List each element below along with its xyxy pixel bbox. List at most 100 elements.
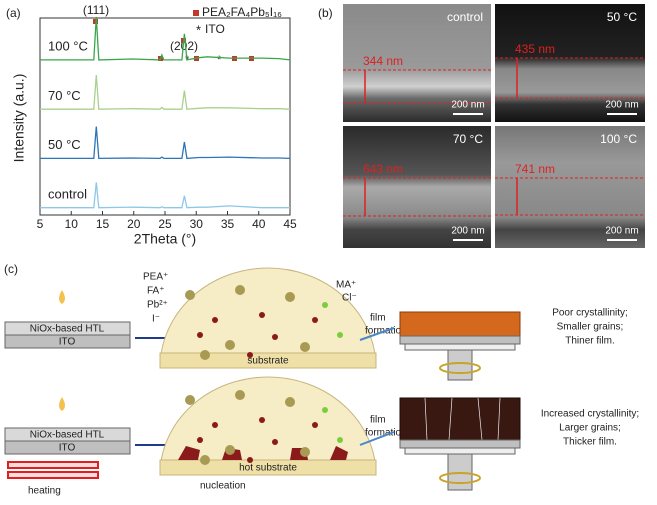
spin-plate: [404, 343, 516, 351]
particle: [185, 290, 195, 300]
particle: [225, 340, 235, 350]
ion-label: PEA⁺: [143, 272, 168, 283]
nucleation-label: nucleation: [200, 481, 246, 492]
xrd-trace: [40, 126, 291, 160]
particle: [300, 342, 310, 352]
result-text: Thicker film.: [563, 437, 617, 448]
particle: [300, 447, 310, 457]
particle: [247, 457, 253, 463]
film: [399, 311, 521, 337]
x-tick-label: 15: [96, 217, 110, 231]
nuclei: [178, 446, 348, 460]
x-tick-label: 35: [221, 217, 235, 231]
legend-label: ITO: [205, 22, 225, 36]
scale-label: 200 nm: [451, 226, 484, 237]
particle: [235, 285, 245, 295]
arrow: [359, 431, 395, 446]
htl-label: NiOx-based HTL: [30, 430, 105, 441]
ion-label: MA⁺: [336, 280, 356, 291]
series-label: control: [48, 186, 87, 201]
particle: [259, 312, 265, 318]
thickness-label: 435 nm: [515, 42, 555, 56]
particle: [197, 332, 203, 338]
ion-label: Pb²⁺: [147, 300, 168, 311]
particle: [312, 422, 318, 428]
substrate-label: substrate: [247, 356, 289, 367]
legend-marker: [193, 10, 199, 16]
spin-plate: [404, 447, 516, 455]
rotation: [439, 362, 481, 374]
series-label: 50 °C: [48, 137, 81, 152]
xrd-trace: [40, 182, 290, 209]
thickness-label: 643 nm: [363, 162, 403, 176]
htl-label: NiOx-based HTL: [30, 324, 105, 335]
x-tick-label: 25: [158, 217, 172, 231]
sem-title: control: [447, 10, 483, 24]
sem-title: 100 °C: [600, 132, 637, 146]
particle: [235, 390, 245, 400]
legend-marker: *: [196, 22, 201, 37]
film: [399, 397, 521, 441]
scale-label: 200 nm: [605, 226, 638, 237]
substrate: [159, 352, 377, 369]
particle: [312, 317, 318, 323]
series-label: 100 °C: [48, 39, 88, 54]
sem-image: [343, 4, 491, 122]
ito-layer: [4, 334, 131, 349]
process-label: film: [370, 415, 386, 426]
result-text: Poor crystallinity;: [552, 308, 628, 319]
particle: [185, 395, 195, 405]
particle: [225, 445, 235, 455]
particle: [212, 422, 218, 428]
particle: [285, 292, 295, 302]
particles: [185, 390, 343, 465]
ito-layer: [399, 439, 521, 449]
peak-label: (111): [83, 3, 109, 17]
process-label: film: [370, 313, 386, 324]
series-label: 70 °C: [48, 88, 81, 103]
panel-label: (a): [6, 6, 21, 20]
particle: [197, 437, 203, 443]
particles: [185, 285, 343, 360]
sem-image: [495, 4, 645, 122]
result-text: Smaller grains;: [557, 322, 624, 333]
heater: [7, 471, 99, 479]
ito-layer: [399, 335, 521, 345]
ito-label: ITO: [59, 337, 76, 348]
ito-label: ITO: [59, 443, 76, 454]
result-text: Increased crystallinity;: [541, 409, 639, 420]
sem-title: 70 °C: [453, 132, 483, 146]
particle: [259, 417, 265, 423]
sem-images: 344 nm control 200 nm 435 nm 50 °C 200 nm 643 …: [343, 4, 645, 248]
thickness-label: 344 nm: [363, 54, 403, 68]
droplet: [59, 290, 65, 304]
result-text: Larger grains;: [559, 423, 621, 434]
particle: [337, 332, 343, 338]
sem-image: [343, 126, 491, 248]
scale-label: 200 nm: [451, 100, 484, 111]
x-tick-label: 10: [65, 217, 79, 231]
x-tick-label: 40: [252, 217, 266, 231]
x-tick-label: 5: [37, 217, 44, 231]
particle: [272, 334, 278, 340]
xrd-trace: [40, 16, 291, 61]
dome: [159, 267, 377, 369]
ion-label: Cl⁻: [342, 293, 357, 304]
particle: [337, 437, 343, 443]
x-tick-label: 20: [127, 217, 141, 231]
heating-label: heating: [28, 486, 61, 497]
particle: [272, 439, 278, 445]
process-label: formation: [365, 428, 407, 439]
particle: [212, 317, 218, 323]
spindle: [447, 349, 473, 381]
result-text: Thiner film.: [565, 336, 614, 347]
sem-title: 50 °C: [607, 10, 637, 24]
ion-label: FA⁺: [147, 286, 165, 297]
xrd-trace: [40, 74, 291, 110]
heater: [7, 461, 99, 469]
ito-layer: [4, 440, 131, 455]
particle: [200, 350, 210, 360]
peak-label: (202): [170, 39, 198, 53]
particle: [200, 455, 210, 465]
